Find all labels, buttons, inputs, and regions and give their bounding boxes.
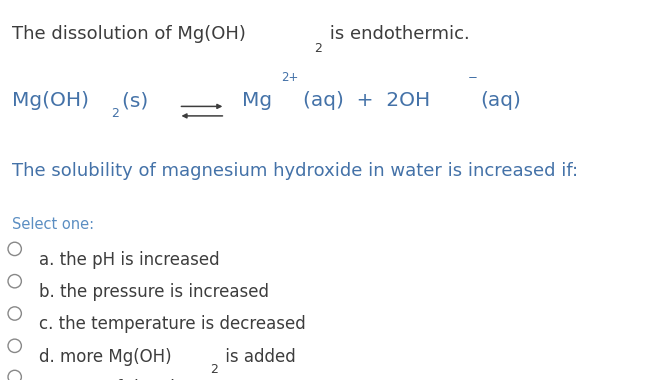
Text: d. more Mg(OH): d. more Mg(OH) [39, 348, 172, 366]
Text: is endothermic.: is endothermic. [324, 25, 470, 43]
Text: 2: 2 [314, 42, 322, 55]
Text: e. none of the above: e. none of the above [39, 379, 210, 380]
Text: b. the pressure is increased: b. the pressure is increased [39, 283, 269, 301]
Text: (aq): (aq) [480, 91, 521, 110]
Text: Mg: Mg [242, 91, 272, 110]
Text: is added: is added [220, 348, 296, 366]
Text: 2+: 2+ [281, 71, 298, 84]
Text: 2: 2 [210, 363, 218, 376]
Text: (s): (s) [122, 91, 160, 110]
Text: c. the temperature is decreased: c. the temperature is decreased [39, 315, 305, 333]
Text: The solubility of magnesium hydroxide in water is increased if:: The solubility of magnesium hydroxide in… [12, 162, 578, 179]
Text: The dissolution of Mg(OH): The dissolution of Mg(OH) [12, 25, 246, 43]
Text: 2: 2 [112, 107, 120, 120]
Text: −: − [468, 71, 478, 84]
Text: Mg(OH): Mg(OH) [12, 91, 89, 110]
Text: Select one:: Select one: [12, 217, 94, 231]
Text: a. the pH is increased: a. the pH is increased [39, 251, 219, 269]
Text: (aq)  +  2OH: (aq) + 2OH [303, 91, 431, 110]
